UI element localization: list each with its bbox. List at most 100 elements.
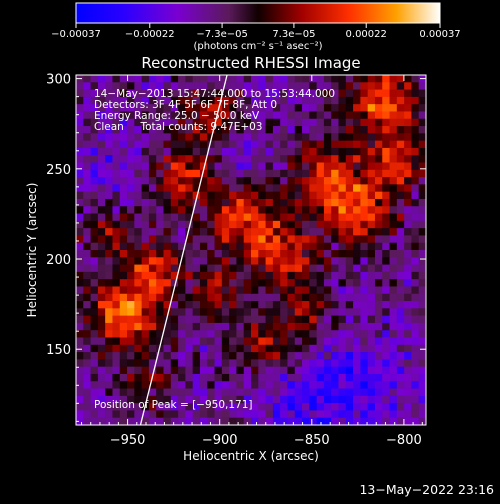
heatmap-cell — [272, 169, 281, 178]
heatmap-cell — [353, 330, 361, 338]
heatmap-cell — [221, 330, 230, 338]
heatmap-cell — [404, 75, 412, 83]
heatmap-cell — [112, 147, 121, 156]
heatmap-cell — [338, 293, 347, 302]
heatmap-cell — [272, 75, 281, 83]
heatmap-cell — [418, 206, 426, 214]
heatmap-cell — [258, 82, 266, 90]
heatmap-cell — [258, 206, 266, 214]
heatmap-cell — [411, 381, 420, 389]
heatmap-cell — [345, 220, 354, 229]
heatmap-cell — [316, 162, 325, 171]
heatmap-cell — [389, 184, 398, 193]
heatmap-cell — [374, 315, 383, 324]
heatmap-cell — [251, 373, 259, 382]
heatmap-cell — [345, 235, 354, 244]
heatmap-cell — [76, 184, 84, 193]
heatmap-cell — [185, 271, 194, 280]
heatmap-cell — [112, 82, 121, 90]
heatmap-cell — [374, 213, 383, 222]
heatmap-cell — [229, 147, 237, 156]
heatmap-cell — [367, 373, 376, 382]
heatmap-cell — [302, 111, 310, 120]
heatmap-cell — [389, 104, 398, 112]
heatmap-cell — [323, 140, 332, 149]
heatmap-cell — [360, 315, 369, 324]
heatmap-cell — [127, 388, 135, 397]
heatmap-cell — [302, 184, 310, 193]
heatmap-cell — [97, 264, 106, 273]
heatmap-cell — [76, 417, 84, 425]
heatmap-cell — [323, 213, 332, 222]
heatmap-cell — [302, 155, 310, 163]
heatmap-cell — [178, 410, 186, 419]
heatmap-cell — [323, 337, 332, 346]
heatmap-cell — [345, 133, 354, 142]
heatmap-cell — [185, 96, 194, 105]
heatmap-cell — [236, 133, 245, 142]
heatmap-cell — [251, 75, 259, 83]
heatmap-cell — [207, 337, 215, 346]
heatmap-cell — [207, 206, 215, 214]
heatmap-cell — [243, 308, 252, 317]
heatmap-cell — [418, 111, 426, 120]
heatmap-cell — [265, 381, 274, 389]
heatmap-cell — [236, 381, 245, 389]
heatmap-cell — [156, 410, 164, 419]
heatmap-cell — [302, 250, 310, 258]
heatmap-cell — [280, 359, 288, 368]
heatmap-cell — [156, 155, 164, 163]
heatmap-cell — [309, 337, 318, 346]
heatmap-cell — [294, 213, 303, 222]
heatmap-cell — [360, 133, 369, 142]
heatmap-cell — [156, 373, 164, 382]
heatmap-cell — [353, 373, 361, 382]
heatmap-cell — [127, 417, 135, 425]
heatmap-cell — [338, 344, 347, 353]
heatmap-cell — [185, 330, 194, 338]
heatmap-cell — [367, 322, 376, 331]
heatmap-cell — [119, 403, 128, 411]
heatmap-cell — [76, 293, 84, 302]
heatmap-cell — [134, 89, 143, 98]
heatmap-cell — [353, 395, 361, 404]
heatmap-cell — [382, 140, 390, 149]
heatmap-cell — [105, 257, 113, 265]
heatmap-cell — [382, 359, 390, 368]
heatmap-cell — [170, 198, 179, 207]
heatmap-cell — [353, 344, 361, 353]
heatmap-cell — [141, 308, 150, 317]
heatmap-cell — [141, 264, 150, 273]
heatmap-cell — [199, 242, 208, 251]
heatmap-cell — [367, 366, 376, 375]
heatmap-cell — [90, 264, 99, 273]
heatmap-cell — [302, 308, 310, 317]
heatmap-cell — [389, 250, 398, 258]
heatmap-cell — [302, 96, 310, 105]
heatmap-cell — [418, 118, 426, 127]
heatmap-cell — [119, 82, 128, 90]
heatmap-cell — [272, 322, 281, 331]
heatmap-cell — [404, 147, 412, 156]
heatmap-cell — [374, 96, 383, 105]
heatmap-cell — [389, 301, 398, 309]
heatmap-cell — [141, 191, 150, 200]
heatmap-cell — [134, 177, 143, 185]
heatmap-cell — [163, 228, 172, 236]
heatmap-cell — [331, 198, 339, 207]
heatmap-cell — [178, 177, 186, 185]
heatmap-cell — [148, 177, 157, 185]
heatmap-cell — [302, 417, 310, 425]
heatmap-cell — [170, 264, 179, 273]
heatmap-cell — [207, 301, 215, 309]
heatmap-cell — [258, 228, 266, 236]
heatmap-cell — [178, 126, 186, 134]
heatmap-cell — [302, 198, 310, 207]
heatmap-cell — [389, 286, 398, 295]
heatmap-cell — [170, 213, 179, 222]
heatmap-cell — [345, 301, 354, 309]
heatmap-cell — [418, 373, 426, 382]
heatmap-cell — [287, 395, 296, 404]
heatmap-cell — [90, 308, 99, 317]
heatmap-cell — [396, 250, 405, 258]
